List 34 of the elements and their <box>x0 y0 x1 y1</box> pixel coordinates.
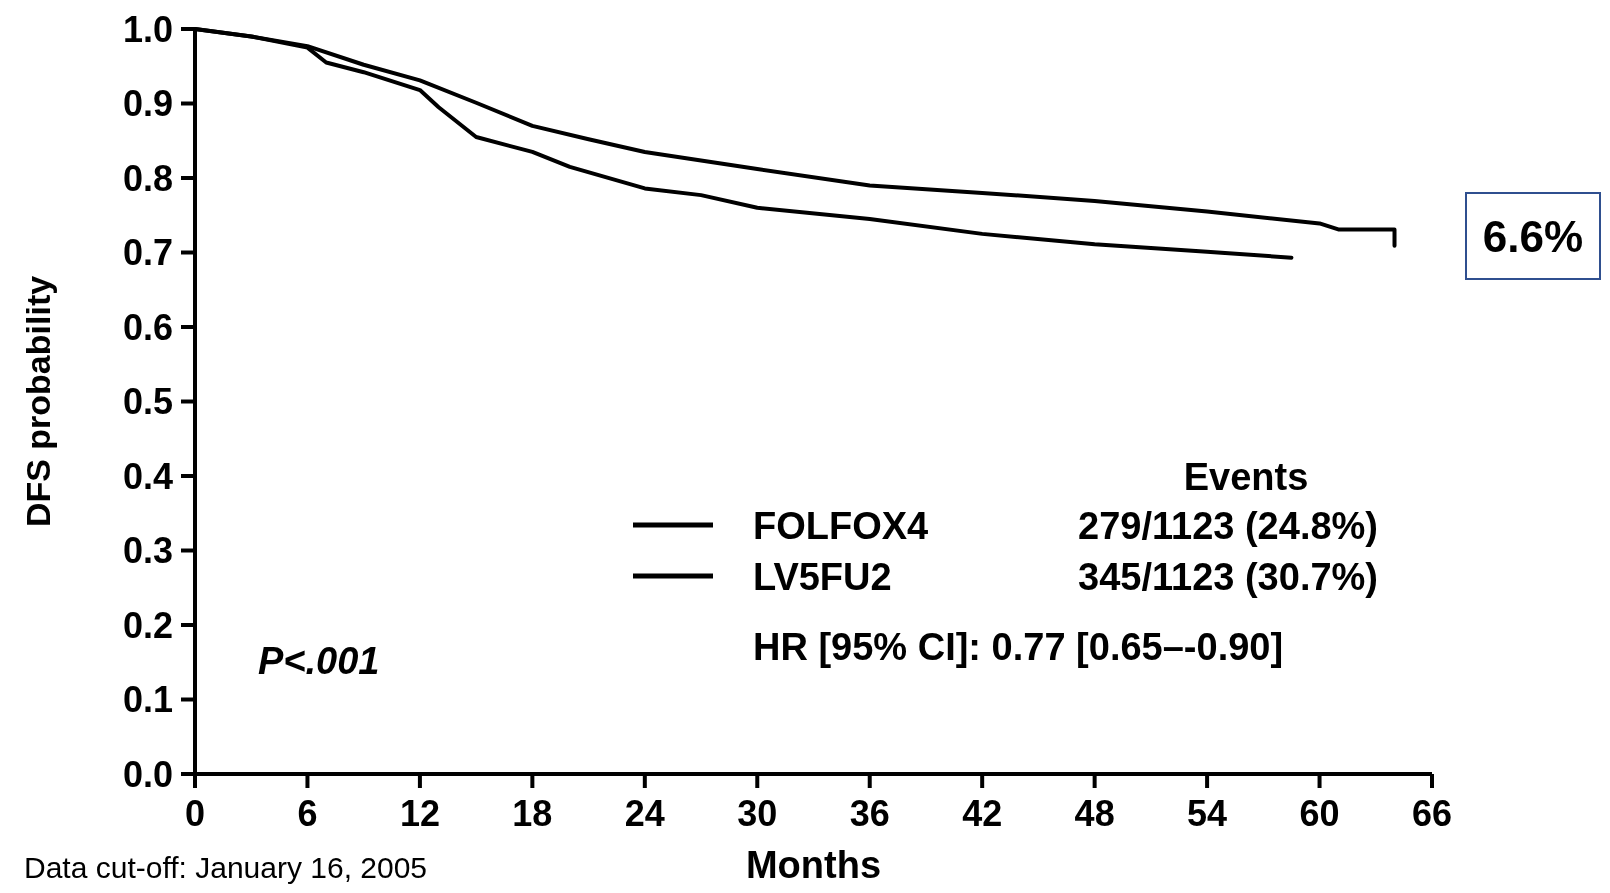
x-tick-label: 60 <box>1299 793 1340 834</box>
x-tick-label: 12 <box>399 793 440 834</box>
y-tick-label: 0.8 <box>122 157 173 199</box>
y-tick-label: 0.9 <box>122 83 173 125</box>
y-tick-label: 1.0 <box>122 8 173 50</box>
x-tick-label: 18 <box>512 793 553 834</box>
y-tick-label: 0.7 <box>122 232 173 274</box>
x-tick-label: 54 <box>1187 793 1228 834</box>
x-tick-label: 42 <box>962 793 1003 834</box>
x-tick-label: 48 <box>1074 793 1115 834</box>
text: 6.6% <box>1482 211 1584 261</box>
text: Data cut-off: January 16, 2005 <box>24 851 428 884</box>
x-tick-label: 24 <box>624 793 665 834</box>
legend-label: FOLFOX4 <box>753 504 929 547</box>
x-axis-title: Months <box>745 844 882 886</box>
x-tick-label: 36 <box>849 793 890 834</box>
annotation: HR [95% CI]: 0.77 [0.65–-0.90] <box>753 626 1284 668</box>
x-tick-label: 66 <box>1411 793 1453 834</box>
y-tick-label: 0.2 <box>122 604 173 646</box>
x-tick-label: 30 <box>737 793 778 834</box>
annotation: P<.001 <box>258 640 380 682</box>
annotation: Events <box>1183 456 1309 498</box>
y-tick-label: 0.0 <box>122 753 173 795</box>
y-axis-title: DFS probability <box>19 275 57 528</box>
y-tick-label: 0.5 <box>122 381 173 423</box>
legend-label: LV5FU2 <box>753 555 892 598</box>
y-tick-label: 0.3 <box>122 530 173 572</box>
annotation: 345/1123 (30.7%) <box>1078 555 1379 598</box>
x-tick-label: 0 <box>184 793 206 834</box>
annotation: 279/1123 (24.8%) <box>1078 504 1379 547</box>
y-tick-label: 0.4 <box>122 455 173 497</box>
y-tick-label: 0.1 <box>122 679 173 721</box>
y-tick-label: 0.6 <box>122 306 173 348</box>
x-tick-label: 6 <box>297 793 318 834</box>
